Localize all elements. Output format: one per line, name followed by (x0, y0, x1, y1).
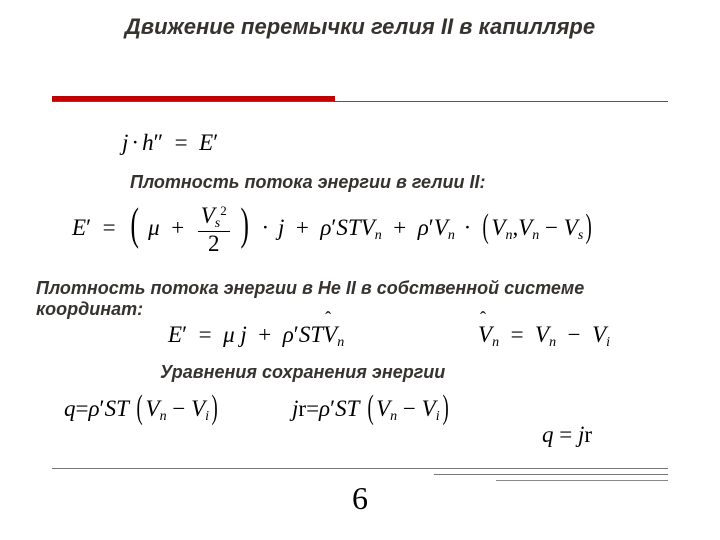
equation-jh: j·h″ = E′ (122, 130, 218, 156)
thin-rule (52, 101, 668, 102)
equation-own-frame-left: E′ = μ j + ρ′STVn (168, 322, 344, 351)
bottom-rule (52, 468, 668, 469)
caption-energy-flux: Плотность потока энергии в гелии II: (130, 172, 485, 193)
equation-conservation-jr: jr=ρ′ST (Vn − Vi) (292, 396, 451, 425)
equation-main: E′ = ( μ + Vs2 2 ) · j + ρ′STVn + ρ′Vn ·… (72, 204, 595, 255)
bottom-rule-grad1 (434, 474, 668, 475)
page-number: 6 (0, 480, 720, 517)
equation-conservation-q: q=ρ′ST (Vn − Vi) (64, 396, 220, 425)
slide-title: Движение перемычки гелия II в капилляре (0, 14, 720, 40)
caption-conservation: Уравнения сохранения энергии (160, 362, 445, 383)
equation-own-frame-right: Vn = Vn − Vi (478, 322, 610, 351)
title-rule (52, 96, 668, 102)
caption-own-frame: Плотность потока энергии в He II в собст… (36, 278, 684, 320)
equation-q-equals-jr: q = jr (542, 422, 592, 448)
